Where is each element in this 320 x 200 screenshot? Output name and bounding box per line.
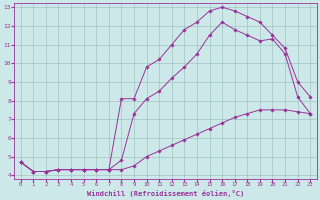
X-axis label: Windchill (Refroidissement éolien,°C): Windchill (Refroidissement éolien,°C) (87, 190, 244, 197)
